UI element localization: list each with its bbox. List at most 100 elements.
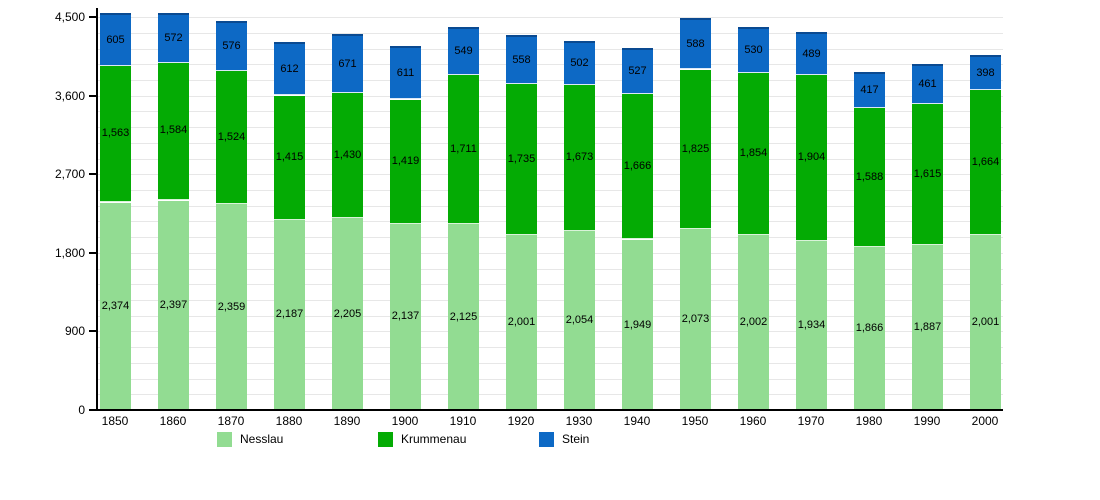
x-tick-label-1860: 1860: [159, 414, 187, 428]
gridline: [97, 300, 1003, 301]
gridline: [97, 363, 1003, 364]
bar-1870-krummenau-segment: 1,524: [216, 71, 247, 204]
bar-1980-krummenau-segment: 1,588: [854, 108, 885, 247]
x-tick-label-1990: 1990: [913, 414, 941, 428]
bar-1940-stein-segment: 527: [622, 48, 653, 94]
bar-2000-krummenau-segment: 1,664: [970, 90, 1001, 235]
legend-swatch-nesslau: [217, 432, 232, 447]
gridline: [97, 221, 1003, 222]
bar-1910-stein-segment: 549: [448, 27, 479, 75]
gridline: [97, 159, 1003, 160]
bar-value-label-1930-nesslau: 2,054: [565, 314, 594, 326]
bar-1900-krummenau-segment: 1,419: [390, 100, 421, 224]
y-tick-label-0: 0: [78, 403, 85, 417]
bar-value-label-1990-nesslau: 1,887: [913, 321, 942, 333]
bar-value-label-1860-nesslau: 2,397: [159, 299, 188, 311]
bar-1920-stein-segment: 558: [506, 35, 537, 84]
bar-1880-krummenau-segment: 1,415: [274, 96, 305, 220]
x-tick-label-1960: 1960: [739, 414, 767, 428]
bar-1970-stein-segment: 489: [796, 32, 827, 75]
legend-label-nesslau: Nesslau: [240, 432, 284, 446]
bar-value-label-1890-nesslau: 2,205: [333, 307, 362, 320]
bar-value-label-1940-krummenau: 1,666: [623, 159, 652, 172]
x-tick-label-1950: 1950: [681, 414, 709, 428]
bar-value-label-1950-krummenau: 1,825: [681, 142, 710, 155]
bar-1980-nesslau-segment: 1,866: [854, 247, 885, 410]
gridline: [97, 331, 1003, 332]
x-axis-line: [95, 409, 1003, 411]
bar-value-label-1980-krummenau: 1,588: [855, 170, 884, 183]
bar-value-label-1860-krummenau: 1,584: [159, 124, 188, 136]
bar-2000-stein-segment: 398: [970, 55, 1001, 90]
bar-1930-nesslau-segment: 2,054: [564, 231, 595, 410]
bar-value-label-1990-stein: 461: [918, 78, 937, 90]
x-tick-label-1850: 1850: [101, 414, 129, 428]
x-tick-label-1930: 1930: [565, 414, 593, 428]
gridline: [97, 269, 1003, 270]
bar-1880-nesslau-segment: 2,187: [274, 219, 305, 410]
y-axis-tick: [89, 95, 97, 97]
bar-1940-nesslau-segment: 1,949: [622, 240, 653, 410]
bar-1860-nesslau-segment: 2,397: [158, 201, 189, 410]
bar-value-label-1970-stein: 489: [802, 47, 821, 60]
bar-value-label-1920-krummenau: 1,735: [507, 152, 536, 165]
bar-value-label-2000-nesslau: 2,001: [971, 316, 1000, 328]
bar-value-label-1850-krummenau: 1,563: [101, 127, 130, 139]
legend-swatch-krummenau: [378, 432, 393, 447]
bar-1890-nesslau-segment: 2,205: [332, 218, 363, 410]
bar-1960-nesslau-segment: 2,002: [738, 235, 769, 410]
x-tick-label-1890: 1890: [333, 414, 361, 428]
bar-1880-stein-segment: 612: [274, 42, 305, 95]
gridline: [97, 237, 1003, 238]
bar-value-label-1900-krummenau: 1,419: [391, 155, 420, 167]
x-tick-label-1970: 1970: [797, 414, 825, 428]
bar-1970-nesslau-segment: 1,934: [796, 241, 827, 410]
bar-value-label-1850-nesslau: 2,374: [101, 300, 130, 312]
bar-value-label-1930-stein: 502: [570, 57, 589, 69]
bar-1870-nesslau-segment: 2,359: [216, 204, 247, 410]
bar-2000-nesslau-segment: 2,001: [970, 235, 1001, 410]
bar-value-label-1950-stein: 588: [686, 37, 705, 50]
bar-value-label-1870-stein: 576: [222, 40, 241, 52]
bar-value-label-1910-nesslau: 2,125: [449, 310, 478, 323]
bar-1990-nesslau-segment: 1,887: [912, 245, 943, 410]
bar-value-label-1860-stein: 572: [164, 32, 183, 44]
gridline: [97, 174, 1003, 175]
bar-1890-stein-segment: 671: [332, 34, 363, 93]
y-axis-tick: [89, 252, 97, 254]
y-tick-label-1800: 1,800: [54, 246, 85, 260]
bar-value-label-2000-stein: 398: [976, 66, 995, 79]
gridline: [97, 190, 1003, 191]
x-tick-label-1920: 1920: [507, 414, 535, 428]
x-tick-label-1940: 1940: [623, 414, 651, 428]
bar-1850-stein-segment: 605: [100, 13, 131, 66]
bar-1850-nesslau-segment: 2,374: [100, 203, 131, 410]
bar-1860-stein-segment: 572: [158, 13, 189, 63]
bar-value-label-1980-stein: 417: [860, 84, 879, 96]
bar-1990-krummenau-segment: 1,615: [912, 104, 943, 245]
bar-1960-krummenau-segment: 1,854: [738, 73, 769, 235]
y-axis-line: [96, 8, 98, 411]
bar-1890-krummenau-segment: 1,430: [332, 93, 363, 218]
y-tick-label-900: 900: [64, 324, 85, 338]
bar-value-label-1890-stein: 671: [338, 57, 357, 70]
bar-1970-krummenau-segment: 1,904: [796, 75, 827, 241]
bar-1850-krummenau-segment: 1,563: [100, 66, 131, 202]
legend-swatch-stein: [539, 432, 554, 447]
bar-value-label-1870-nesslau: 2,359: [217, 300, 246, 313]
bar-1910-nesslau-segment: 2,125: [448, 224, 479, 410]
bar-value-label-1960-krummenau: 1,854: [739, 147, 768, 159]
y-tick-label-2700: 2,700: [54, 167, 85, 181]
bar-value-label-1850-stein: 605: [106, 33, 125, 46]
bar-1910-krummenau-segment: 1,711: [448, 75, 479, 224]
bar-value-label-1880-krummenau: 1,415: [275, 151, 304, 163]
gridline: [97, 347, 1003, 348]
bar-1870-stein-segment: 576: [216, 21, 247, 71]
x-tick-label-1870: 1870: [217, 414, 245, 428]
gridline: [97, 206, 1003, 207]
bar-1950-stein-segment: 588: [680, 18, 711, 69]
bar-1920-nesslau-segment: 2,001: [506, 235, 537, 410]
bar-value-label-1980-nesslau: 1,866: [855, 322, 884, 334]
bar-1940-krummenau-segment: 1,666: [622, 94, 653, 239]
